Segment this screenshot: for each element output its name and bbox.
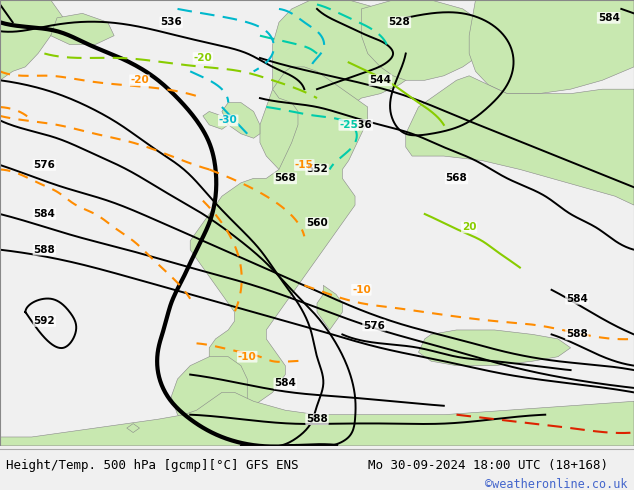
Text: 568: 568 xyxy=(446,173,467,183)
Text: -15: -15 xyxy=(295,160,314,170)
Text: 536: 536 xyxy=(160,17,182,27)
Text: -10: -10 xyxy=(352,285,371,295)
Text: 588: 588 xyxy=(34,245,55,255)
Text: 528: 528 xyxy=(389,17,410,27)
Text: 20: 20 xyxy=(462,222,476,232)
Text: 584: 584 xyxy=(566,294,588,304)
Text: 576: 576 xyxy=(363,320,385,331)
Text: 576: 576 xyxy=(34,160,55,170)
Text: 584: 584 xyxy=(598,13,619,23)
Text: 584: 584 xyxy=(275,378,296,389)
Text: 568: 568 xyxy=(275,173,296,183)
Text: ©weatheronline.co.uk: ©weatheronline.co.uk xyxy=(485,478,628,490)
Text: 588: 588 xyxy=(306,414,328,424)
Text: -30: -30 xyxy=(219,115,238,125)
Text: -25: -25 xyxy=(339,120,358,130)
Text: -10: -10 xyxy=(238,352,257,362)
Text: 544: 544 xyxy=(370,75,391,85)
Text: Mo 30-09-2024 18:00 UTC (18+168): Mo 30-09-2024 18:00 UTC (18+168) xyxy=(368,459,608,472)
Text: 592: 592 xyxy=(34,316,55,326)
Text: 552: 552 xyxy=(306,165,328,174)
Text: -20: -20 xyxy=(193,53,212,63)
Text: 584: 584 xyxy=(34,209,55,219)
Text: 588: 588 xyxy=(566,329,588,340)
Text: 536: 536 xyxy=(351,120,372,130)
Text: -20: -20 xyxy=(130,75,149,85)
Text: 560: 560 xyxy=(306,218,328,228)
Text: Height/Temp. 500 hPa [gcmp][°C] GFS ENS: Height/Temp. 500 hPa [gcmp][°C] GFS ENS xyxy=(6,459,299,472)
